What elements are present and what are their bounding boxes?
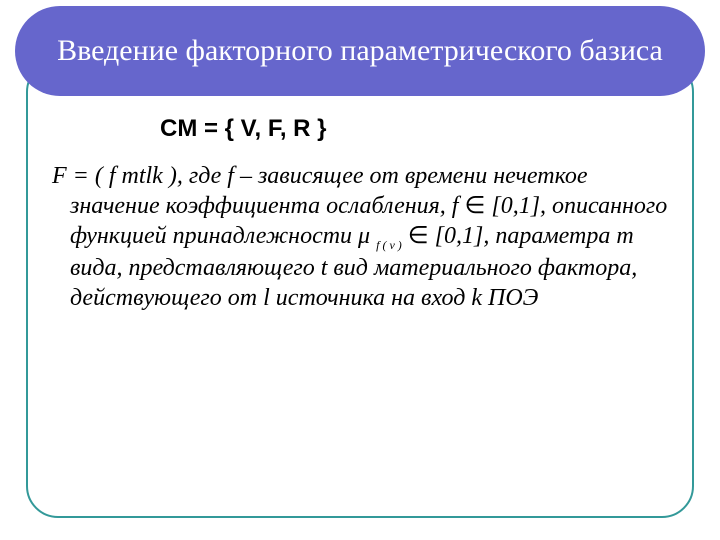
slide-content: CM = { V, F, R } F = ( f mtlk ), где f –…: [52, 115, 668, 313]
body-paragraph: F = ( f mtlk ), где f – зависящее от вре…: [52, 161, 668, 313]
element-of-1: ∈: [464, 193, 485, 219]
title-banner: Введение факторного параметрического баз…: [15, 6, 705, 96]
formula-line: CM = { V, F, R }: [160, 115, 668, 143]
slide-title: Введение факторного параметрического баз…: [57, 33, 663, 69]
mu-subscript: f ( ν ): [376, 238, 402, 252]
element-of-2: ∈: [402, 223, 429, 249]
